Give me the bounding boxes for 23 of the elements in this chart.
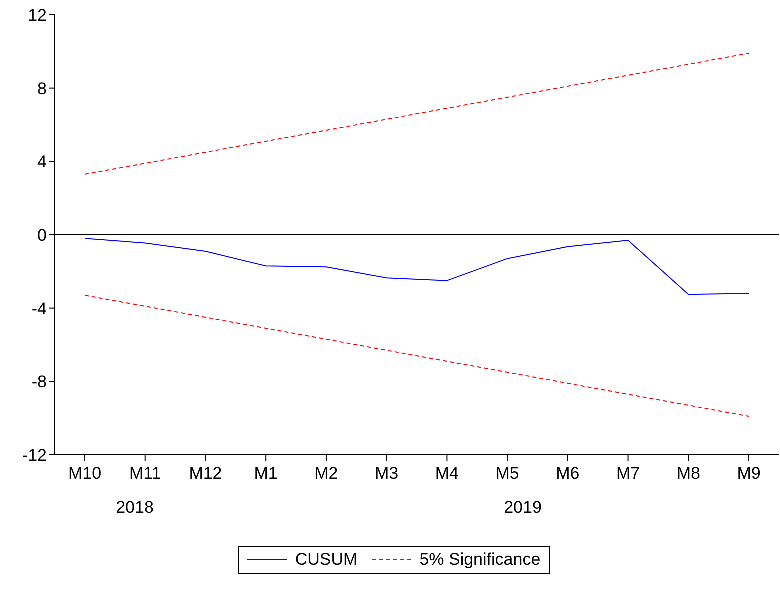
legend-label: CUSUM xyxy=(295,550,358,570)
x-tick-label: M1 xyxy=(254,464,278,484)
x-tick-label: M9 xyxy=(737,464,761,484)
x-tick-label: M3 xyxy=(375,464,399,484)
y-tick-label: -4 xyxy=(32,299,47,318)
y-tick-label: 12 xyxy=(28,6,47,26)
x-tick-label: M12 xyxy=(189,464,222,484)
text: 2018 xyxy=(116,498,154,518)
x-tick-label: M4 xyxy=(435,464,459,484)
y-tick-label: 8 xyxy=(38,79,47,98)
y-tick-label: -12 xyxy=(22,446,47,466)
x-tick-label: M6 xyxy=(556,464,580,484)
x-tick-label: M5 xyxy=(496,464,520,484)
y-tick-label: 4 xyxy=(38,152,47,172)
x-tick-label: M8 xyxy=(676,464,700,484)
x-tick-label: M10 xyxy=(68,464,102,484)
legend-label: 5% Significance xyxy=(420,550,541,570)
x-tick-label: M11 xyxy=(129,464,162,484)
text: 2019 xyxy=(504,498,542,518)
y-tick-label: 0 xyxy=(38,226,47,246)
x-tick-label: M7 xyxy=(616,464,640,484)
y-tick-label: -8 xyxy=(32,372,47,392)
x-tick-label: M2 xyxy=(314,464,338,484)
